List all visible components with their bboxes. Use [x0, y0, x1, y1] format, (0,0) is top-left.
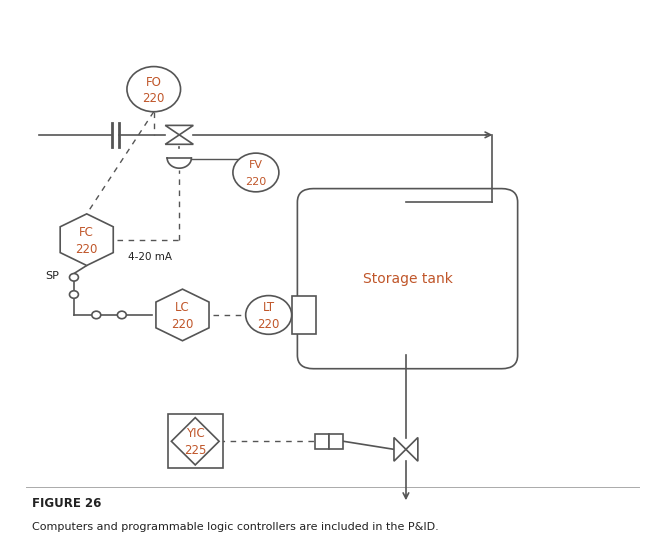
Circle shape — [245, 296, 292, 334]
Text: 4-20 mA: 4-20 mA — [128, 252, 172, 262]
Bar — [329, 434, 343, 449]
Bar — [315, 434, 329, 449]
Circle shape — [117, 311, 126, 319]
Text: FC: FC — [79, 226, 94, 239]
Circle shape — [127, 67, 181, 112]
Text: FO: FO — [146, 76, 162, 88]
Text: 220: 220 — [172, 318, 194, 331]
Polygon shape — [60, 214, 113, 265]
Polygon shape — [165, 125, 194, 135]
Text: FV: FV — [249, 161, 263, 170]
Polygon shape — [406, 437, 418, 461]
Text: Computers and programmable logic controllers are included in the P&ID.: Computers and programmable logic control… — [33, 522, 439, 533]
Text: 220: 220 — [245, 177, 267, 187]
Text: Storage tank: Storage tank — [362, 272, 452, 286]
Circle shape — [69, 273, 78, 281]
Circle shape — [233, 153, 279, 192]
Text: 220: 220 — [142, 92, 165, 105]
Polygon shape — [156, 289, 209, 340]
Text: 225: 225 — [184, 445, 206, 458]
Text: SP: SP — [45, 270, 59, 281]
Text: LT: LT — [263, 301, 275, 315]
Circle shape — [92, 311, 101, 319]
Text: 220: 220 — [76, 243, 98, 256]
Text: YIC: YIC — [186, 427, 205, 440]
Polygon shape — [172, 418, 219, 465]
Bar — [168, 414, 223, 469]
Text: FIGURE 26: FIGURE 26 — [33, 497, 102, 510]
Text: 220: 220 — [257, 318, 280, 331]
Polygon shape — [394, 437, 406, 461]
Polygon shape — [165, 135, 194, 144]
Circle shape — [69, 291, 78, 298]
FancyBboxPatch shape — [297, 189, 517, 368]
Bar — [292, 296, 316, 334]
Text: LC: LC — [175, 301, 190, 315]
